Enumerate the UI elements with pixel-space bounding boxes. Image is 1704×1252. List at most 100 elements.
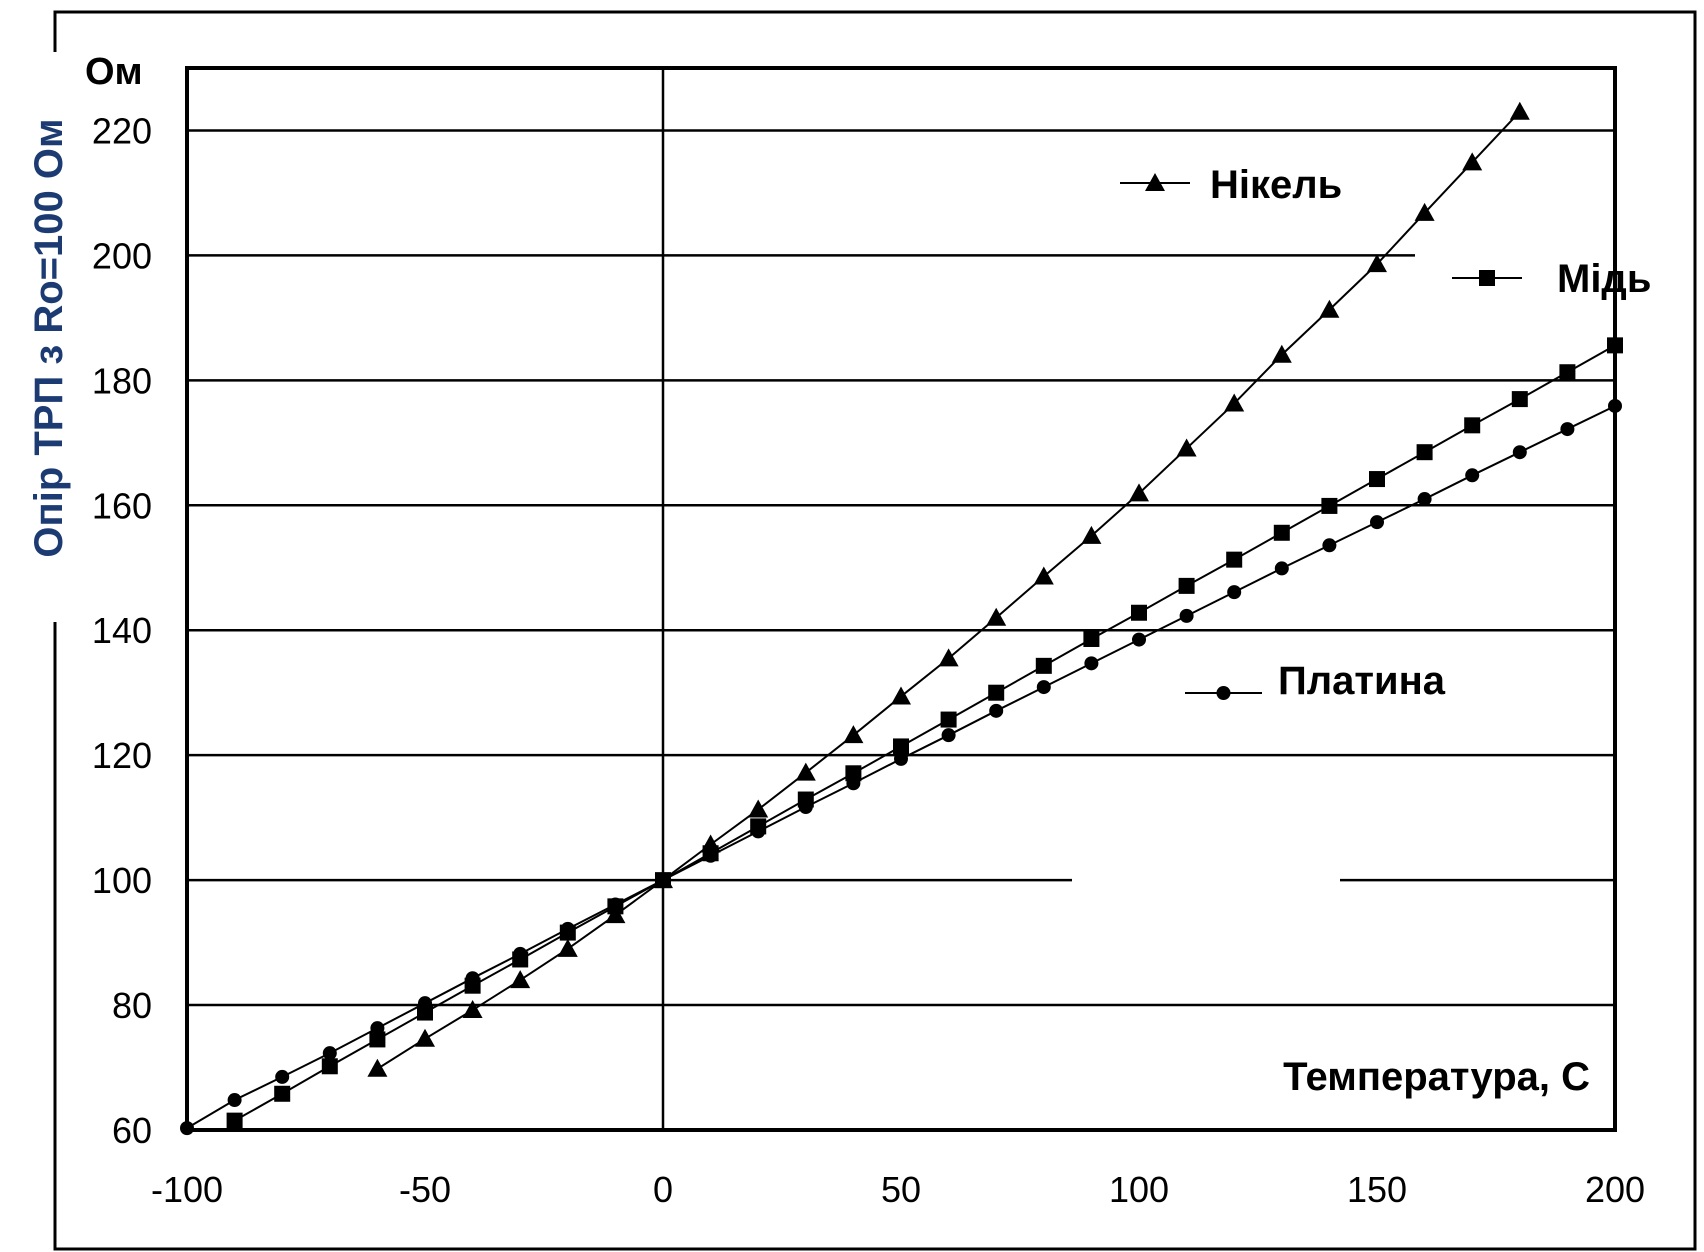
x-tick-label: 0 <box>653 1169 673 1210</box>
data-point-circle <box>1227 585 1242 600</box>
series-square <box>226 337 1623 1129</box>
data-point-circle <box>1560 422 1575 437</box>
data-point-triangle <box>1224 393 1245 412</box>
data-point-square <box>226 1112 243 1129</box>
y-tick-label: 80 <box>112 985 152 1026</box>
y-tick-label: 120 <box>92 735 152 776</box>
chart-frame <box>53 10 1697 1251</box>
data-point-square <box>940 711 957 728</box>
data-point-circle <box>322 1046 337 1061</box>
y-axis-title: Опір ТРП з Ro=100 Ом <box>27 118 71 557</box>
data-point-square <box>321 1058 338 1075</box>
data-point-circle <box>1465 468 1480 483</box>
data-point-triangle <box>1033 566 1054 585</box>
plot-area-border <box>185 66 1617 1132</box>
legend-label: Нікель <box>1210 163 1342 207</box>
y-tick-label: 180 <box>92 360 152 401</box>
data-point-circle <box>608 897 623 912</box>
data-point-square <box>1131 604 1147 621</box>
data-point-triangle <box>891 686 911 705</box>
data-point-triangle <box>557 938 578 957</box>
data-point-triangle <box>795 762 816 781</box>
data-point-triangle <box>843 725 864 744</box>
data-point-triangle <box>986 607 1007 626</box>
data-point-square <box>1178 577 1195 594</box>
data-point-triangle <box>748 799 769 818</box>
data-point-circle <box>798 800 813 815</box>
y-tick-label: 220 <box>92 110 152 151</box>
legend-label: Мідь <box>1557 257 1651 301</box>
data-point-circle <box>418 996 432 1011</box>
data-point-triangle <box>1414 202 1435 221</box>
legend-entry-square: Мідь <box>1452 257 1651 301</box>
x-tick-label: 150 <box>1347 1169 1407 1210</box>
data-point-square <box>893 738 909 755</box>
data-point-square <box>845 765 862 782</box>
data-point-square <box>1511 391 1528 408</box>
data-point-circle <box>989 703 1004 718</box>
series-line-circle <box>186 405 1616 1129</box>
data-point-circle <box>751 824 766 839</box>
data-point-circle <box>370 1021 385 1036</box>
data-point-circle <box>656 873 670 888</box>
y-tick-label: 60 <box>112 1110 152 1151</box>
y-axis-unit: Ом <box>85 51 143 93</box>
data-point-square <box>1083 630 1100 647</box>
data-point-circle <box>1084 656 1099 671</box>
x-tick-label: 50 <box>881 1169 921 1210</box>
data-point-circle <box>227 1093 242 1108</box>
data-point-square <box>1273 524 1290 541</box>
legend-label: Платина <box>1278 659 1446 703</box>
legend-entry-triangle: Нікель <box>1120 163 1342 207</box>
data-point-circle <box>1512 445 1527 460</box>
series-layer <box>180 101 1623 1136</box>
grid-layer <box>187 129 1615 1007</box>
data-point-circle <box>1370 515 1384 530</box>
data-point-circle <box>1132 632 1146 647</box>
data-point-square <box>1035 657 1052 674</box>
data-point-square <box>1226 551 1243 568</box>
legend-layer: Нікель Мідь Платина <box>1120 163 1651 703</box>
data-point-triangle <box>367 1058 388 1077</box>
data-point-circle <box>1322 538 1337 553</box>
x-tick-label: 200 <box>1585 1169 1645 1210</box>
data-point-square <box>369 1031 386 1048</box>
y-tick-label: 200 <box>92 235 152 276</box>
data-point-triangle <box>938 648 959 667</box>
data-point-circle <box>513 946 528 961</box>
series-circle <box>180 398 1622 1136</box>
data-point-square <box>274 1085 291 1102</box>
x-tick-label: -50 <box>399 1169 451 1210</box>
data-point-triangle <box>1081 525 1102 544</box>
data-point-triangle <box>1509 101 1530 120</box>
data-point-circle <box>1417 492 1432 507</box>
data-point-triangle <box>1462 152 1483 171</box>
data-point-square <box>1369 471 1385 488</box>
series-triangle <box>367 101 1530 1077</box>
data-point-square <box>1321 497 1338 514</box>
legend-marker-triangle <box>1145 173 1165 191</box>
tick-labels: 60 80 100 120 140 160 180 200 220 -100 -50 0 50 100 15… <box>92 110 1645 1210</box>
legend-marker-square <box>1479 270 1495 286</box>
data-point-square <box>1464 417 1481 434</box>
data-point-circle <box>703 848 718 863</box>
data-point-circle <box>560 921 575 936</box>
data-point-circle <box>941 728 956 743</box>
data-point-square <box>988 684 1005 701</box>
data-point-circle <box>1179 608 1194 623</box>
legend-entry-circle: Платина <box>1185 659 1446 703</box>
data-point-triangle <box>1319 299 1340 318</box>
data-point-circle <box>894 751 908 766</box>
data-point-triangle <box>1129 483 1149 502</box>
x-tick-label: 100 <box>1109 1169 1169 1210</box>
legend-marker-circle <box>1216 686 1231 700</box>
x-axis-title: Температура, С <box>1283 1055 1590 1099</box>
data-point-circle <box>846 776 861 791</box>
data-point-square <box>1416 444 1433 461</box>
data-point-circle <box>465 971 480 986</box>
data-point-circle <box>1274 561 1289 576</box>
data-point-triangle <box>462 1000 483 1019</box>
data-point-circle <box>1036 680 1051 695</box>
data-point-triangle <box>510 970 531 989</box>
